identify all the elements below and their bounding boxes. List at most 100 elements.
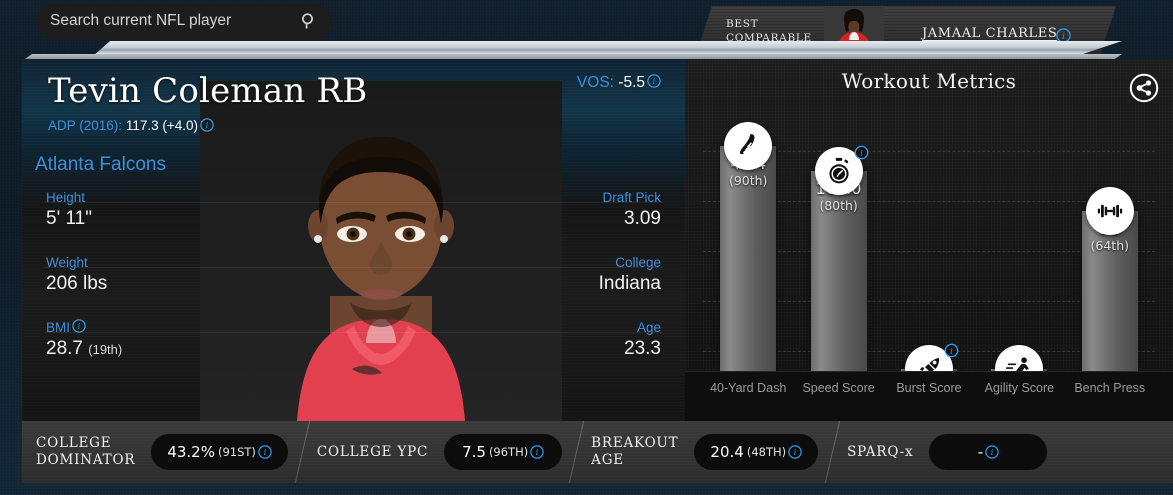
shoe-icon[interactable] <box>724 122 773 170</box>
stat-value: 28.7 (19th) <box>46 337 122 362</box>
axis-label: Bench Press <box>1074 381 1146 395</box>
bottom-metric-rank: (48TH) <box>746 445 787 459</box>
stat-label: College <box>615 255 661 270</box>
row-divider <box>44 202 663 203</box>
barbell-icon[interactable] <box>1085 187 1134 235</box>
stat-value-text: 28.7 <box>46 338 83 359</box>
svg-text:i: i <box>536 448 539 457</box>
adp-value: 117.3 (+4.0) <box>125 118 198 133</box>
search-box[interactable] <box>36 3 332 39</box>
axis-label: Speed Score <box>802 381 875 395</box>
bar-percentile: (80th) <box>819 198 858 213</box>
stat-bmi: BMI i 28.7 (19th) <box>46 319 122 362</box>
stopwatch-icon[interactable]: i <box>814 145 868 195</box>
bar-percentile: (90th) <box>728 173 768 188</box>
stat-college: College Indiana <box>599 254 661 296</box>
bottom-metric-pill[interactable]: 20.4 (48TH) i <box>694 434 819 470</box>
bottom-metric-value: 7.5 <box>462 443 486 461</box>
bmi-info-icon[interactable]: i <box>72 319 86 333</box>
bottom-metric-info-icon[interactable]: i <box>985 445 999 459</box>
metric-info-icon[interactable]: i <box>854 145 869 160</box>
bottom-metric-info-icon[interactable]: i <box>530 445 544 459</box>
vos-info-icon[interactable]: i <box>647 74 661 88</box>
bottom-metric-college-ypc: COLLEGE YPC 7.5 (96TH) i <box>303 421 576 483</box>
bar[interactable]: 4.44(90th) <box>720 146 777 371</box>
stat-label: Weight <box>46 255 88 270</box>
vos-stat: VOS: -5.5 i <box>577 74 661 92</box>
svg-text:i: i <box>1062 31 1065 41</box>
best-comparable-label: BEST COMPARABLE <box>726 17 812 44</box>
bottom-metric-breakout-age: BREAKOUT AGE 20.4 (48TH) i <box>577 421 832 483</box>
stat-rank: (19th) <box>88 342 123 357</box>
gridline <box>703 301 1155 302</box>
comparable-player-name[interactable]: JAMAAL CHARLES <box>922 26 1058 41</box>
axis-label: 40-Yard Dash <box>710 381 787 395</box>
vos-label: VOS: <box>576 74 614 91</box>
stat-label: Age <box>636 320 661 335</box>
svg-text:i: i <box>991 448 994 457</box>
chart-x-axis: 40-Yard Dash Speed Score Burst Score Agilit… <box>685 371 1173 421</box>
bottom-metric-value: 20.4 <box>710 443 744 461</box>
bottom-metric-pill[interactable]: 43.2% (91ST) i <box>151 434 288 470</box>
gridline <box>703 151 1155 152</box>
bar-column-bench-press[interactable]: 22(64th) <box>1065 121 1155 371</box>
row-divider <box>44 332 663 333</box>
page-title: Tevin Coleman RB <box>48 71 368 111</box>
stat-value: Indiana <box>598 273 661 294</box>
bar[interactable]: 106.0(80th) <box>810 171 867 371</box>
workout-metrics-title: Workout Metrics <box>841 69 1017 93</box>
svg-text:i: i <box>860 148 863 158</box>
stat-weight: Weight 206 lbs <box>46 254 107 296</box>
stat-row: Weight 206 lbs College Indiana <box>22 254 685 319</box>
svg-text:i: i <box>653 77 656 86</box>
main-stage: Tevin Coleman RB ADP (2016): 117.3 (+4.0… <box>22 59 1173 421</box>
bar-column-40-yard-dash[interactable]: 4.44(90th) <box>703 121 793 371</box>
bottom-metric-pill[interactable]: 7.5 (96TH) i <box>444 434 563 470</box>
bottom-metric-info-icon[interactable]: i <box>788 445 802 459</box>
stat-value: 23.3 <box>624 338 661 359</box>
workout-metrics-panel: Workout Metrics 4.44(90th) 106.0(80th) i i <box>685 59 1173 421</box>
bottom-metric-label: COLLEGE DOMINATOR <box>36 435 136 468</box>
bottom-metric-label: COLLEGE YPC <box>316 443 429 460</box>
stat-draft-pick: Draft Pick 3.09 <box>602 189 661 231</box>
comparable-info-icon[interactable]: i <box>1056 28 1071 43</box>
bar-column-speed-score[interactable]: 106.0(80th) i <box>793 121 883 371</box>
bottom-metric-value: - <box>977 443 984 461</box>
bottom-metric-pill[interactable]: -i <box>929 434 1048 470</box>
svg-text:i: i <box>206 121 209 130</box>
bottom-metric-rank: (96TH) <box>488 445 529 459</box>
adp-label: ADP (2016): <box>48 118 123 133</box>
player-info-panel: Tevin Coleman RB ADP (2016): 117.3 (+4.0… <box>22 59 685 421</box>
chrome-divider-top <box>92 41 1122 57</box>
gridline <box>703 251 1155 252</box>
svg-text:i: i <box>950 345 953 355</box>
metric-info-icon[interactable]: i <box>944 343 959 358</box>
stat-label: Height <box>46 190 86 205</box>
stat-height: Height 5' 11" <box>46 189 92 231</box>
search-input[interactable] <box>50 12 300 30</box>
stat-label-text: BMI <box>46 320 71 335</box>
bottom-metric-college-dominator: COLLEGE DOMINATOR 43.2% (91ST) i <box>22 421 302 483</box>
stat-value: 206 lbs <box>46 273 108 294</box>
bar-percentile: (64th) <box>1090 238 1129 253</box>
bottom-metric-info-icon[interactable]: i <box>258 445 272 459</box>
bar-chart-plot: 4.44(90th) 106.0(80th) i i 22(64th) <box>703 121 1155 393</box>
adp-info-icon[interactable]: i <box>200 118 214 132</box>
bottom-metric-label: BREAKOUT AGE <box>591 435 679 468</box>
adp-line: ADP (2016): 117.3 (+4.0) i <box>48 118 214 133</box>
player-stat-grid: Height 5' 11" Draft Pick 3.09 Weight 206… <box>22 189 685 384</box>
stat-value: 3.09 <box>624 208 661 229</box>
share-icon[interactable] <box>1129 73 1159 103</box>
bar-column-burst-score[interactable]: i <box>884 121 974 393</box>
player-headshot <box>200 81 562 421</box>
bottom-metric-label: SPARQ-x <box>847 443 914 460</box>
svg-text:i: i <box>264 448 267 457</box>
bar[interactable]: 22(64th) <box>1081 211 1138 371</box>
team-name[interactable]: Atlanta Falcons <box>35 154 166 175</box>
stat-label: BMI i <box>46 319 86 337</box>
vos-value: -5.5 <box>618 74 645 91</box>
bar-column-agility-score[interactable] <box>974 121 1064 393</box>
stat-value: 5' 11" <box>46 208 92 229</box>
search-icon[interactable] <box>300 12 318 30</box>
